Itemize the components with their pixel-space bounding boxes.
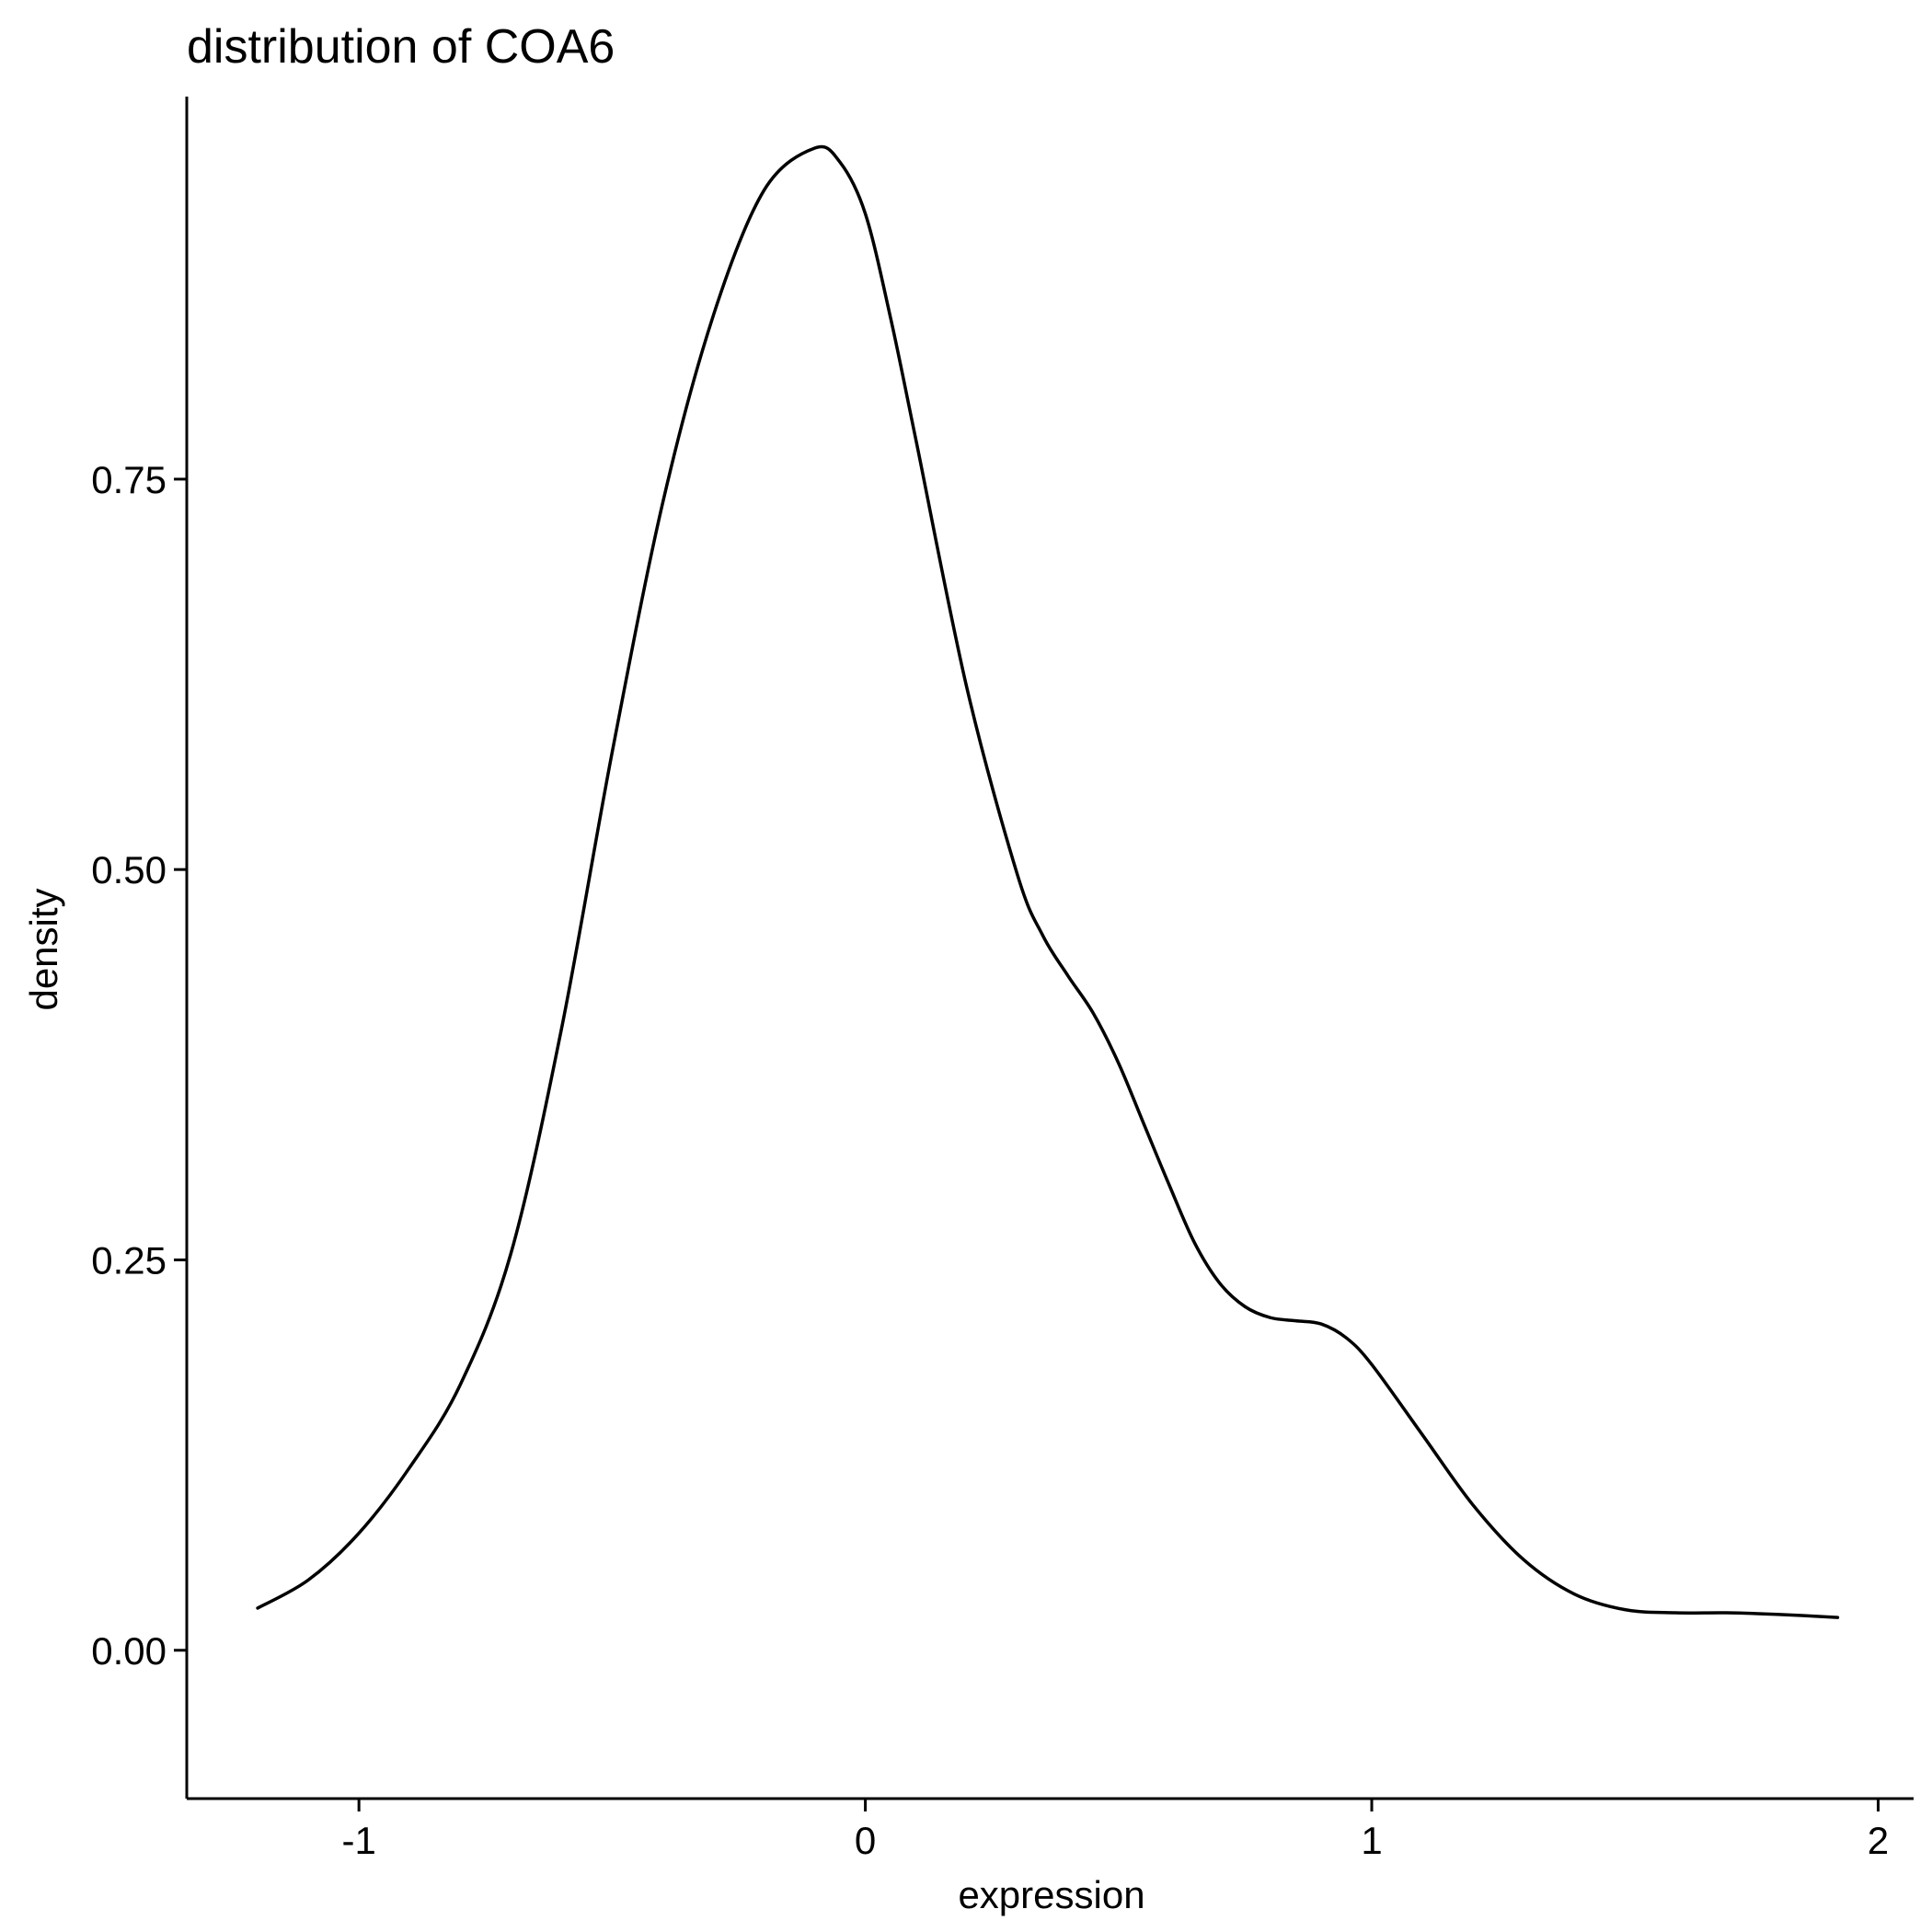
- y-ticks: 0.00 0.25 0.50 0.75: [91, 458, 187, 1673]
- y-tick-label: 0.50: [91, 848, 167, 891]
- y-tick-label: 0.00: [91, 1629, 167, 1673]
- chart-title: distribution of COA6: [187, 20, 615, 74]
- y-tick-label: 0.75: [91, 458, 167, 501]
- y-tick-label: 0.25: [91, 1238, 167, 1282]
- x-tick-label: -1: [341, 1819, 375, 1862]
- series-layer: [256, 144, 1840, 1619]
- y-axis: 0.00 0.25 0.50 0.75: [91, 97, 189, 1799]
- x-axis-title: expression: [958, 1873, 1144, 1916]
- x-ticks: -1 0 1 2: [341, 1799, 1889, 1862]
- density-line: [256, 144, 1840, 1619]
- x-tick-label: 0: [855, 1819, 876, 1862]
- x-tick-label: 2: [1868, 1819, 1889, 1862]
- x-tick-label: 1: [1361, 1819, 1382, 1862]
- y-axis-title: density: [22, 888, 65, 1010]
- x-axis: -1 0 1 2: [187, 1797, 1914, 1862]
